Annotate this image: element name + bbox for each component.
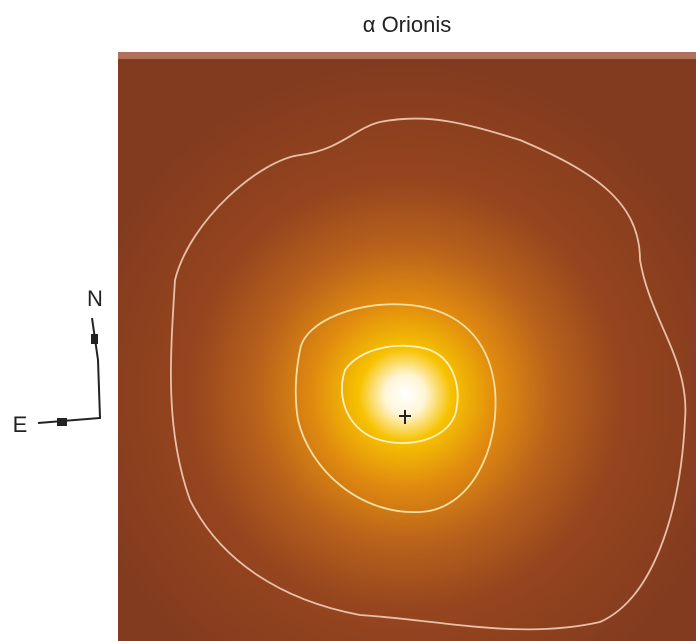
title: α Orionis bbox=[363, 12, 452, 37]
east-arrow bbox=[57, 418, 67, 426]
north-label: N bbox=[87, 286, 103, 311]
compass: N E bbox=[13, 286, 103, 437]
compass-arms bbox=[38, 318, 100, 423]
image-border bbox=[118, 52, 696, 59]
page: α Orionis N E (() => { const data = JSON… bbox=[0, 0, 696, 641]
north-arrow bbox=[91, 334, 98, 344]
figure: α Orionis N E bbox=[0, 0, 696, 641]
east-label: E bbox=[13, 412, 28, 437]
